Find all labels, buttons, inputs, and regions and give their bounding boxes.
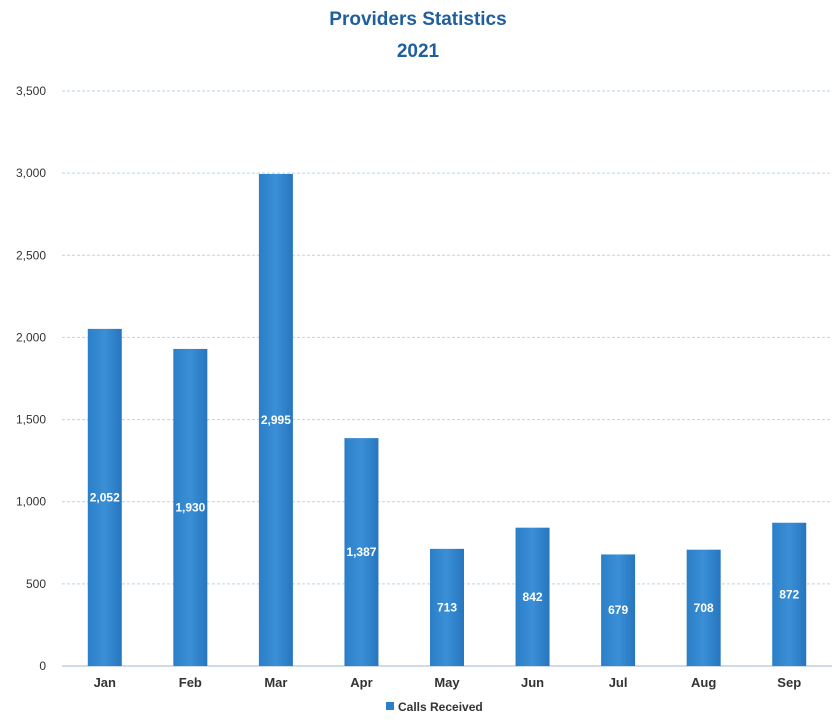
- chart-subtitle: 2021: [396, 41, 440, 62]
- data-label: 1,930: [175, 500, 205, 514]
- y-tick-label: 3,000: [16, 166, 46, 180]
- data-label: 679: [608, 603, 628, 617]
- data-label: 842: [523, 590, 543, 604]
- y-tick-label: 3,500: [16, 84, 46, 98]
- y-tick-label: 2,000: [16, 330, 46, 344]
- x-tick-label: Mar: [264, 675, 287, 690]
- x-tick-label: Aug: [691, 675, 716, 690]
- y-tick-label: 2,500: [16, 248, 46, 262]
- bar: [772, 522, 807, 666]
- x-tick-label: May: [434, 675, 460, 690]
- x-tick-label: Sep: [777, 675, 801, 690]
- y-tick-label: 1,000: [16, 495, 46, 509]
- x-tick-label: Jul: [609, 675, 628, 690]
- data-label: 2,995: [261, 413, 291, 427]
- x-tick-label: Apr: [350, 675, 372, 690]
- data-label: 872: [779, 587, 799, 601]
- chart-title: Providers Statistics: [329, 9, 507, 30]
- legend-label: Calls Received: [398, 700, 483, 714]
- x-tick-label: Jun: [521, 675, 544, 690]
- data-label: 713: [437, 600, 457, 614]
- y-tick-label: 500: [26, 577, 46, 591]
- bar: [344, 438, 379, 666]
- bar: [686, 549, 721, 666]
- data-label: 708: [694, 601, 714, 615]
- data-label: 2,052: [90, 490, 120, 504]
- legend-swatch: [386, 702, 394, 710]
- x-tick-label: Jan: [94, 675, 116, 690]
- bar: [601, 554, 636, 666]
- bar: [515, 527, 550, 666]
- y-tick-label: 1,500: [16, 413, 46, 427]
- bar: [430, 548, 464, 666]
- x-tick-label: Feb: [179, 675, 202, 690]
- bar: [87, 328, 122, 666]
- bar: [258, 173, 293, 666]
- y-tick-label: 0: [39, 659, 46, 673]
- data-label: 1,387: [346, 545, 376, 559]
- bar: [173, 348, 208, 666]
